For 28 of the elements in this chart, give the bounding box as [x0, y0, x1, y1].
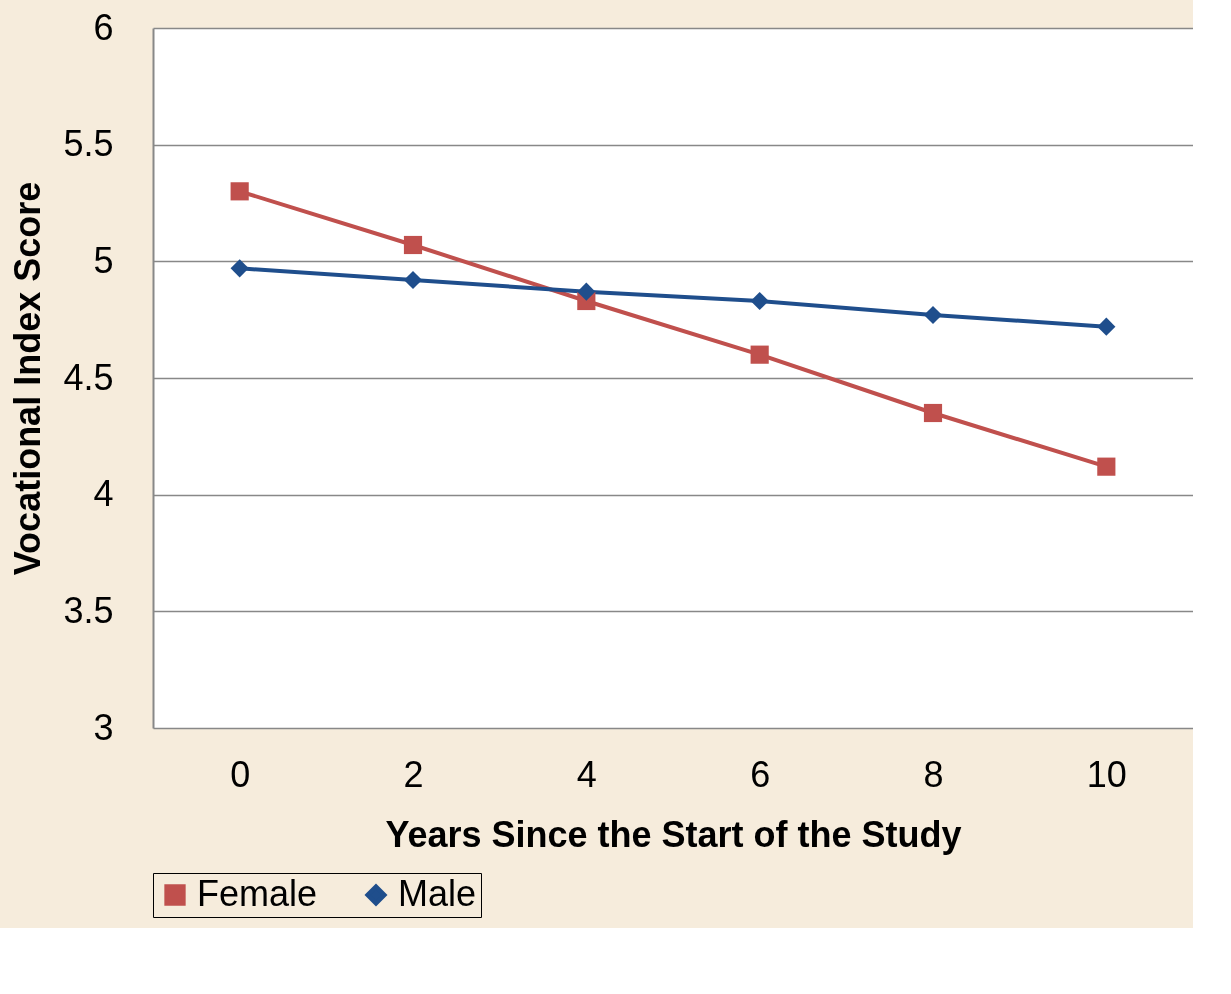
x-axis-title: Years Since the Start of the Study	[385, 813, 962, 855]
point	[230, 182, 249, 201]
y-tick-label: 4	[93, 473, 114, 515]
point	[923, 403, 943, 423]
point	[577, 282, 596, 301]
legend-label: Male	[398, 873, 477, 914]
legend-label: Female	[197, 873, 318, 914]
y-axis-title: Vocational Index Score	[7, 181, 49, 576]
point	[1097, 457, 1116, 476]
y-tick-label: 5.5	[63, 123, 114, 165]
y-tick-label: 3	[93, 706, 114, 748]
y-tick-label: 4.5	[63, 356, 114, 398]
point	[403, 235, 423, 255]
point	[1097, 317, 1116, 336]
point	[403, 270, 423, 290]
x-tick-label: 8	[923, 753, 944, 795]
y-tick-label: 5	[93, 239, 114, 281]
x-tick-label: 4	[576, 753, 597, 795]
x-tick-label: 0	[230, 753, 251, 795]
point	[923, 305, 943, 325]
x-tick-label: 10	[1086, 753, 1127, 795]
point	[750, 291, 769, 311]
x-tick-label: 6	[750, 753, 771, 795]
point	[750, 345, 769, 364]
point	[230, 259, 249, 278]
y-tick-label: 6	[93, 6, 114, 48]
y-tick-label: 3.5	[63, 589, 114, 631]
x-tick-label: 2	[403, 753, 424, 795]
